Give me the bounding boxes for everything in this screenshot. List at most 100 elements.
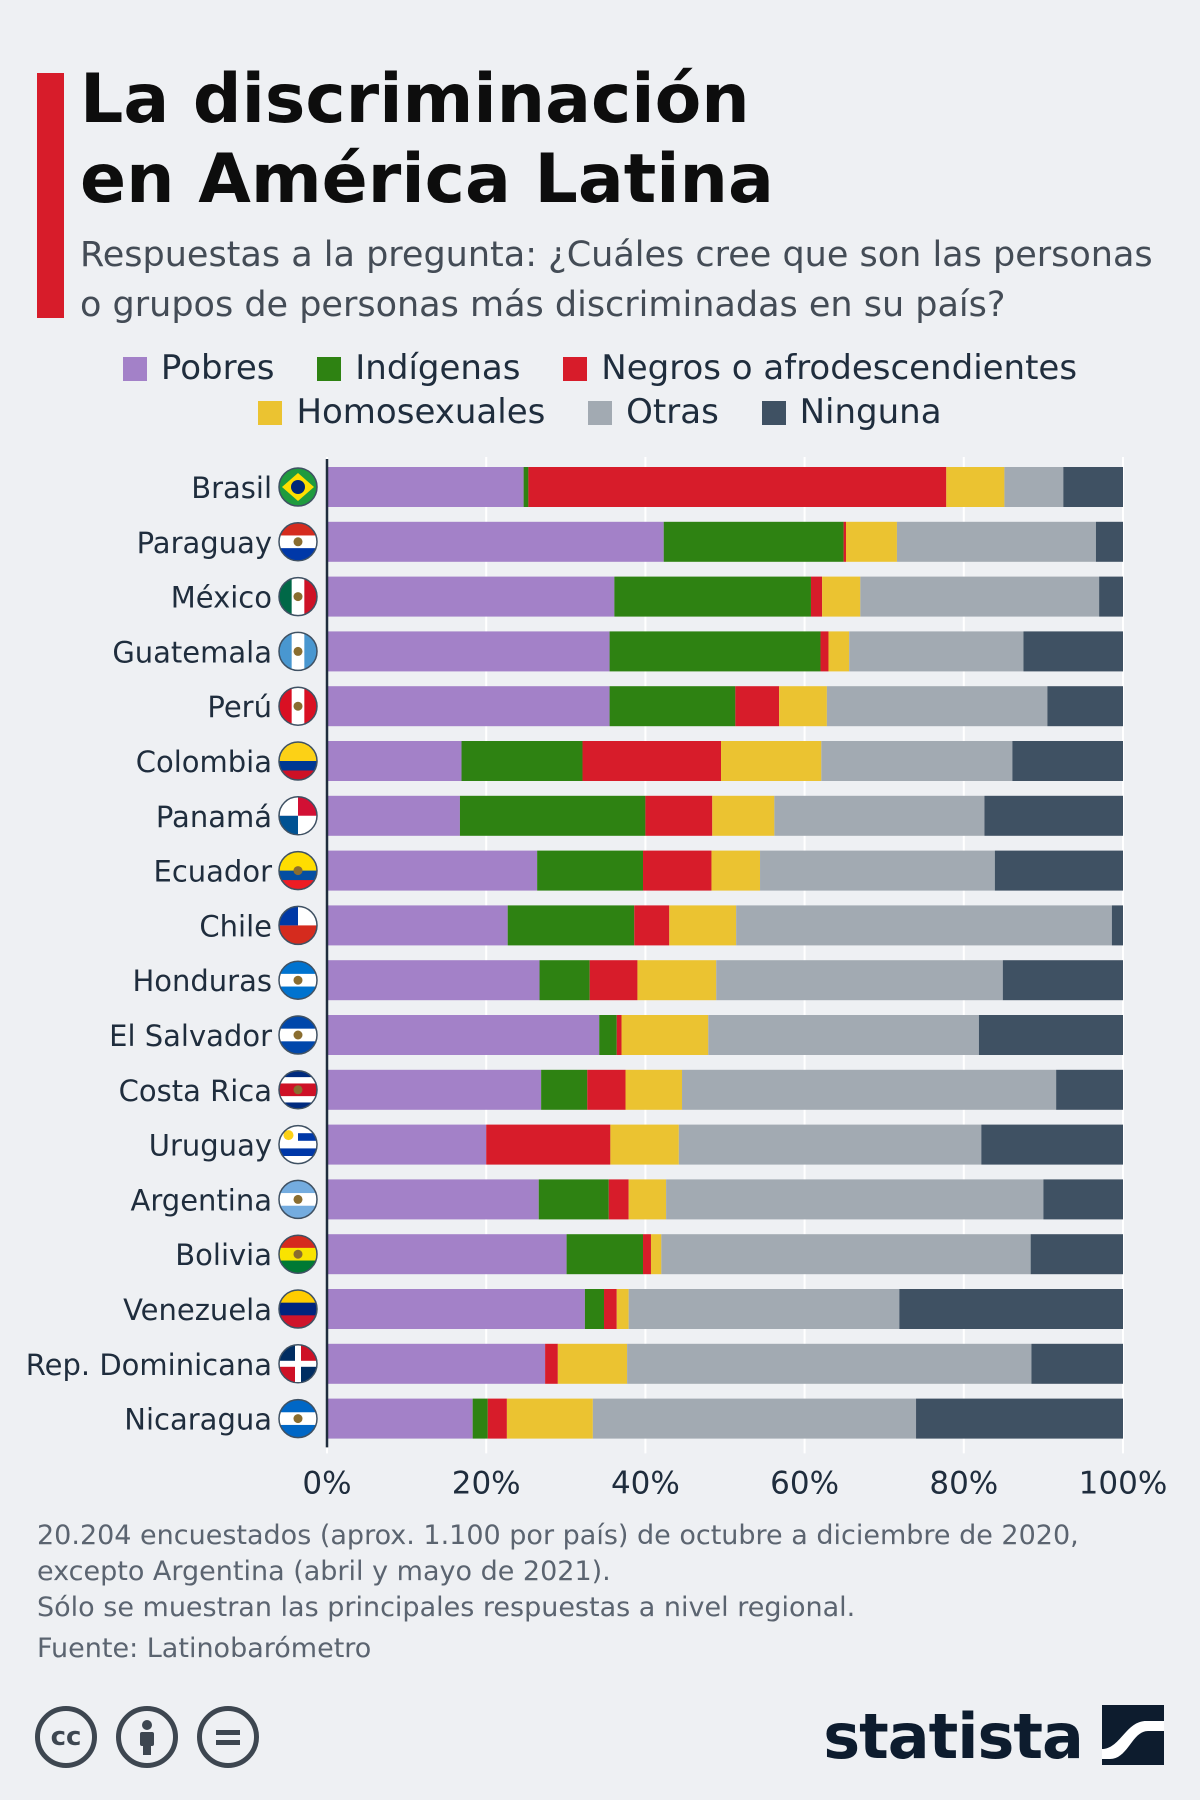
bar-segment-indígenas <box>538 1179 609 1220</box>
statista-wave-icon <box>1102 1704 1164 1769</box>
flag-stripe <box>279 1148 317 1157</box>
category-label: Brasil <box>191 471 272 505</box>
title-line-1: La discriminación <box>80 60 750 139</box>
x-tick-label: 60% <box>770 1465 839 1495</box>
flag-uruguay-icon <box>279 1125 317 1164</box>
category-label: Nicaragua <box>124 1403 272 1437</box>
category-label: Ecuador <box>154 855 273 889</box>
bar-segment-pobres <box>327 631 610 672</box>
flag-stripe <box>279 522 317 536</box>
bar-segment-otras <box>627 1343 1032 1384</box>
bar-segment-pobres <box>327 1015 600 1055</box>
bar-segment-otras <box>821 741 1013 781</box>
category-label: Uruguay <box>149 1129 272 1163</box>
bar-segment-homosexuales <box>711 850 761 891</box>
bar-segment-otras <box>860 576 1100 617</box>
flag-stripe <box>279 770 317 780</box>
flag-stripe <box>279 1302 317 1316</box>
flag-emblem <box>293 537 303 547</box>
flag-colombia-icon <box>279 742 317 780</box>
legend-item-pobres: Pobres <box>122 348 274 388</box>
flag-stripe <box>279 761 317 771</box>
bar-segment-ninguna <box>984 795 1123 836</box>
legend-item-otras: Otras <box>588 392 719 432</box>
legend-swatch <box>563 357 588 381</box>
flag-emblem <box>293 975 303 985</box>
bar-segment-pobres <box>327 1124 487 1165</box>
bar-segment-homosexuales <box>621 1015 709 1055</box>
flag-stripe <box>279 577 293 616</box>
bar-segment-negros-o-afrodescendientes <box>589 960 638 1001</box>
bar-segment-pobres <box>327 467 524 507</box>
bar-segment-homosexuales <box>712 795 775 836</box>
bar-segment-ninguna <box>1030 1234 1123 1275</box>
bar-segment-pobres <box>327 1069 542 1110</box>
bar-segment-ninguna <box>1056 1069 1123 1110</box>
flag-stripe <box>279 1290 317 1304</box>
flag-emblem <box>293 1085 303 1095</box>
bar-segment-homosexuales <box>650 1234 662 1275</box>
license-icons: cc <box>35 1706 273 1768</box>
legend-swatch <box>761 401 786 425</box>
category-label: Honduras <box>132 964 272 998</box>
legend-swatch <box>258 401 283 425</box>
bar-segment-homosexuales <box>721 741 822 781</box>
footnote: 20.204 encuestados (aprox. 1.100 por paí… <box>37 1518 1167 1626</box>
flag-border <box>278 576 318 617</box>
legend-item-indigenas: Indígenas <box>317 348 520 388</box>
legend-label: Indígenas <box>355 348 521 388</box>
flag-border <box>278 631 318 672</box>
bar-segment-ninguna <box>1012 741 1123 781</box>
legend-swatch <box>317 357 342 381</box>
flag-stripe <box>279 1140 317 1149</box>
bar-segment-ninguna <box>1099 576 1123 617</box>
flag-border <box>278 1124 318 1165</box>
bar-segment-indígenas <box>523 467 529 507</box>
legend-label: Homosexuales <box>296 392 546 432</box>
bar-segment-pobres <box>327 1398 473 1439</box>
bar-segment-negros-o-afrodescendientes <box>820 631 829 672</box>
flag-border <box>278 522 318 562</box>
bar-segment-homosexuales <box>828 631 850 672</box>
bar-segment-ninguna <box>981 1124 1123 1165</box>
flag-border <box>278 741 318 781</box>
category-label: Panamá <box>156 800 272 834</box>
flag-globe <box>291 480 305 494</box>
statista-logo[interactable]: statista <box>823 1700 1164 1773</box>
bar-segment-homosexuales <box>845 521 897 562</box>
bar-segment-indígenas <box>584 1289 605 1329</box>
bar-segment-ninguna <box>978 1015 1123 1055</box>
flag-border <box>278 1015 318 1055</box>
bar-segment-negros-o-afrodescendientes <box>616 1015 622 1055</box>
creative-commons-icon[interactable]: cc <box>35 1706 97 1768</box>
bar-segment-otras <box>678 1124 982 1165</box>
bar-segment-indígenas <box>599 1015 617 1055</box>
title-accent-bar <box>37 73 64 318</box>
no-derivatives-icon[interactable] <box>197 1706 260 1768</box>
bar-segment-otras <box>774 795 985 836</box>
category-label: Rep. Dominicana <box>26 1348 272 1382</box>
bar-segment-negros-o-afrodescendientes <box>634 905 670 946</box>
flag-stripe <box>279 1102 317 1109</box>
brand-name: statista <box>823 1700 1084 1773</box>
bar-segment-pobres <box>327 521 664 562</box>
subtitle-line-1: Respuestas a la pregunta: ¿Cuáles cree q… <box>80 235 1153 275</box>
flag-emblem <box>293 1249 303 1259</box>
bar-segment-pobres <box>327 1343 546 1384</box>
category-label: Perú <box>207 690 272 724</box>
flag-border <box>278 1344 318 1384</box>
bar-segment-otras <box>661 1234 1031 1275</box>
bar-segment-negros-o-afrodescendientes <box>582 741 722 781</box>
flag-emblem <box>293 866 303 876</box>
legend-row-1: Pobres Indígenas Negros o afrodescendien… <box>0 348 1200 388</box>
legend-swatch <box>122 357 147 381</box>
bar-segment-homosexuales <box>557 1343 628 1384</box>
bar-segment-otras <box>716 960 1003 1001</box>
flag-border <box>278 1234 318 1274</box>
bar-segment-negros-o-afrodescendientes <box>604 1289 617 1329</box>
category-label: Paraguay <box>137 526 272 560</box>
category-label: Guatemala <box>112 635 272 669</box>
attribution-icon[interactable] <box>116 1706 179 1768</box>
footnote-line-2: excepto Argentina (abril y mayo de 2021)… <box>37 1556 611 1587</box>
footnote-line-3: Sólo se muestran las principales respues… <box>37 1592 856 1623</box>
